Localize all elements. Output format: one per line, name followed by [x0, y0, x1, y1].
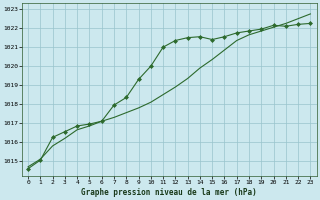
X-axis label: Graphe pression niveau de la mer (hPa): Graphe pression niveau de la mer (hPa) [81, 188, 257, 197]
